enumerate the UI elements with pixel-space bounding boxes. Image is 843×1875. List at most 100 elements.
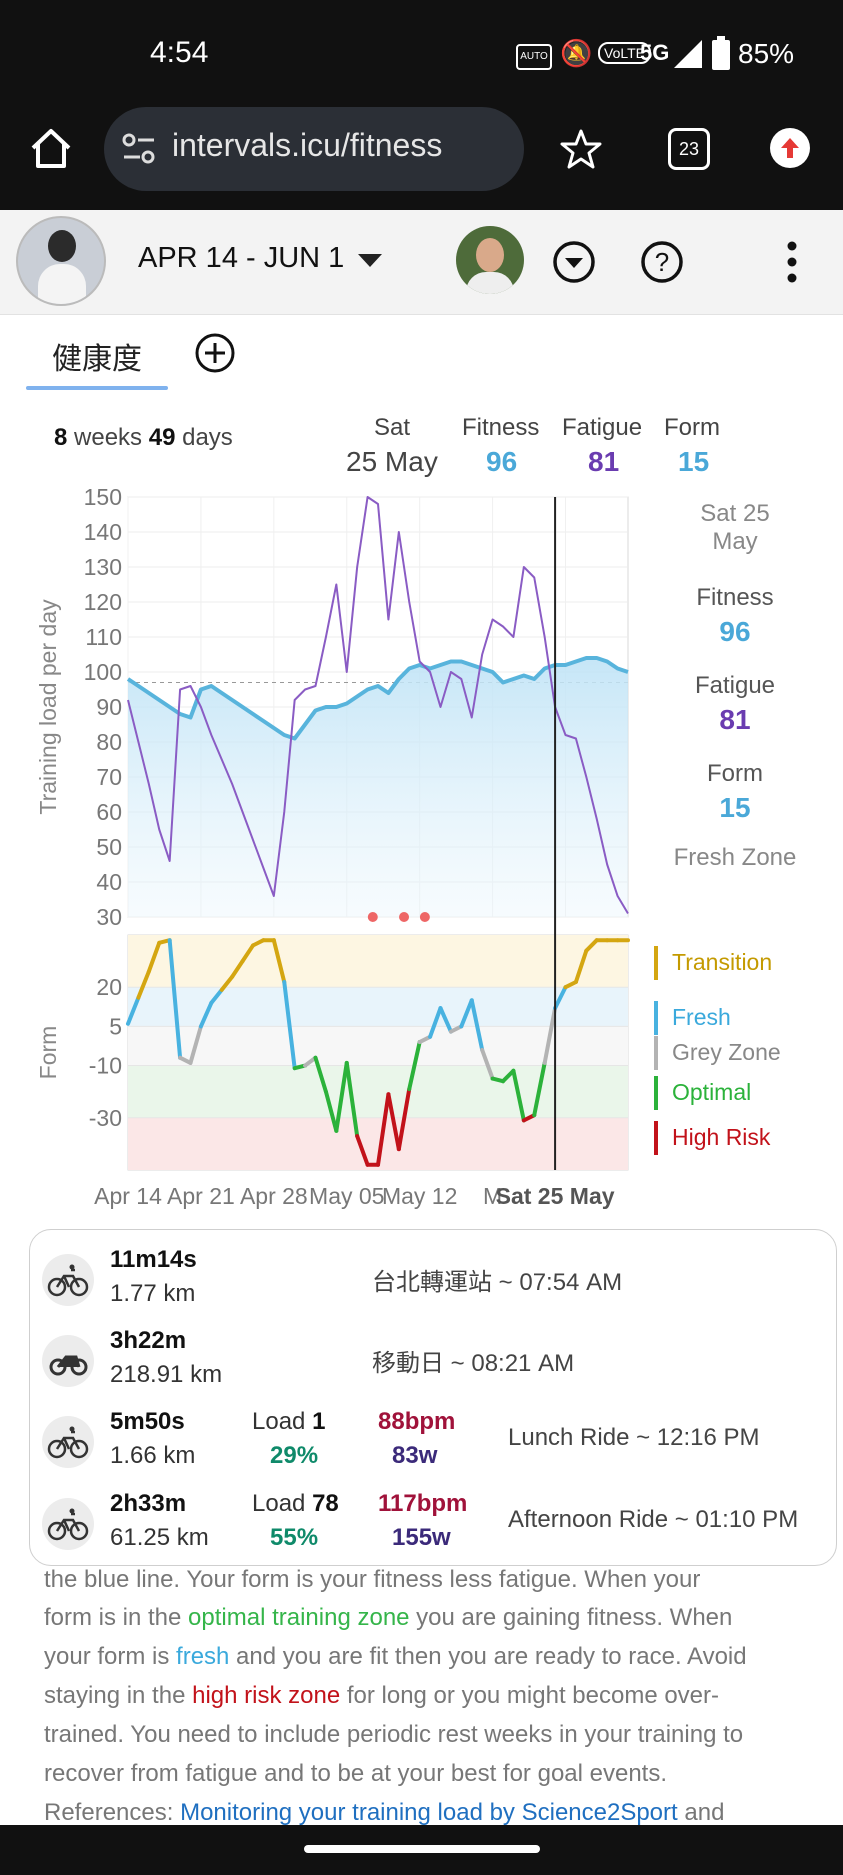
activity-name[interactable]: 台北轉運站 ~ 07:54 AM (372, 1269, 623, 1296)
form-seg-20 (334, 1060, 349, 1133)
form-seg-30 (438, 1006, 453, 1034)
date-range-dropdown-icon[interactable] (358, 254, 382, 268)
summary-day: Sat (374, 414, 411, 441)
athlete-avatar[interactable] (456, 226, 524, 294)
x-tick-1: Apr 21 (167, 1183, 235, 1209)
form-seg-32 (459, 998, 474, 1029)
date-range[interactable]: APR 14 - JUN 1 (138, 242, 345, 274)
activity-name[interactable]: Afternoon Ride ~ 01:10 PM (508, 1506, 799, 1533)
star-icon[interactable] (560, 128, 602, 170)
y-tick-70: 70 (96, 764, 122, 790)
more-vert-icon[interactable] (782, 240, 802, 284)
x-tick-2: Apr 28 (240, 1183, 308, 1209)
form-y-tick-5: 5 (109, 1013, 122, 1039)
form-seg-34 (480, 1047, 495, 1081)
science2sport-link[interactable]: Monitoring your training load by Science… (180, 1799, 678, 1826)
summary-fatigue-label: Fatigue (562, 414, 643, 441)
desc-l7a: References: (44, 1799, 181, 1826)
update-button[interactable] (770, 128, 810, 168)
side-fitness-value: 96 (719, 616, 751, 647)
form-seg-39 (532, 1060, 547, 1118)
desc-l2c: you are gaining fitness. When (409, 1604, 733, 1631)
form-seg-14 (271, 938, 287, 984)
y-axis-label: Training load per day (35, 599, 61, 815)
y-tick-80: 80 (96, 729, 122, 755)
form-seg-33 (469, 998, 485, 1052)
side-zone: Fresh Zone (673, 844, 797, 871)
form-y-tick-20: 20 (96, 974, 122, 1000)
legend-swatch-1 (654, 1001, 658, 1035)
form-seg-7 (198, 1000, 214, 1029)
form-seg-4 (167, 938, 183, 1060)
auto-hz-icon: AUTO (516, 44, 552, 70)
activity-intensity: 29% (270, 1442, 319, 1469)
svg-text:?: ? (655, 247, 669, 277)
load-label: Load (252, 1490, 313, 1517)
form-seg-8 (209, 987, 224, 1005)
url-text[interactable]: intervals.icu/fitness (172, 127, 443, 163)
activity-row[interactable]: 2h33m 61.25 km Load 78 55% 117bpm 155w Afterno… (30, 1484, 836, 1564)
desc-l2a: form is in the (44, 1604, 189, 1631)
chevron-down-circle-icon[interactable] (552, 240, 596, 284)
form-seg-41 (553, 985, 568, 1011)
tab-active-indicator (26, 386, 168, 390)
add-tab-icon[interactable] (194, 332, 236, 374)
motorbike-icon (42, 1335, 94, 1387)
x-tick-4: May 12 (382, 1183, 457, 1209)
form-y-tick--30: -30 (89, 1105, 122, 1131)
activity-row[interactable]: 3h22m 218.91 km 移動日 ~ 08:21 AM (30, 1321, 836, 1401)
optimal-zone-link[interactable]: optimal training zone (188, 1604, 410, 1631)
description-l7: References: Monitoring your training loa… (44, 1793, 804, 1832)
battery-icon (712, 36, 730, 70)
zone-optimal-band (128, 1065, 628, 1118)
user-avatar[interactable] (16, 216, 106, 306)
summary-fitness-value: 96 (486, 446, 518, 477)
summary-fatigue-value: 81 (588, 446, 620, 477)
y-tick-40: 40 (96, 869, 122, 895)
activity-distance: 1.66 km (110, 1442, 196, 1469)
activity-row[interactable]: 11m14s 1.77 km 台北轉運站 ~ 07:54 AM (30, 1240, 836, 1320)
address-bar[interactable]: intervals.icu/fitness (104, 107, 524, 191)
fitness-chart[interactable]: 150 140 130 120 110 100 90 80 70 60 50 40 30 Training… (0, 480, 843, 1220)
status-time: 4:54 (150, 36, 209, 69)
form-seg-2 (146, 940, 162, 974)
help-icon[interactable]: ? (640, 240, 684, 284)
home-gesture-bar[interactable] (304, 1845, 540, 1853)
form-seg-15 (282, 980, 297, 1071)
tabs-button[interactable]: 23 (668, 128, 710, 170)
side-fitness-label: Fitness (696, 584, 774, 611)
activity-distance: 61.25 km (110, 1524, 209, 1551)
home-icon[interactable] (28, 126, 74, 172)
site-settings-icon[interactable] (122, 133, 156, 165)
cursor-date-label: Sat 25 May (496, 1183, 615, 1209)
x-tick-0: Apr 14 (94, 1183, 162, 1209)
activity-row[interactable]: 5m50s 1.66 km Load 1 29% 88bpm 83w Lunch Ride … (30, 1402, 836, 1482)
y-tick-130: 130 (84, 554, 122, 580)
y-tick-140: 140 (84, 519, 122, 545)
bicycle-icon (42, 1254, 94, 1306)
activity-duration: 3h22m (110, 1327, 187, 1354)
form-seg-0 (126, 995, 141, 1026)
tab-fitness[interactable]: 健康度 (52, 343, 142, 376)
activity-duration: 2h33m (110, 1490, 187, 1517)
form-seg-18 (313, 1055, 328, 1094)
side-date-line2: May (712, 528, 758, 555)
fresh-link[interactable]: fresh (176, 1643, 230, 1670)
side-date-line1: Sat 25 (700, 500, 770, 527)
high-risk-link[interactable]: high risk zone (192, 1682, 341, 1709)
activity-name[interactable]: 移動日 ~ 08:21 AM (372, 1350, 575, 1377)
upload-arrow-icon (781, 138, 799, 158)
form-seg-19 (323, 1089, 339, 1133)
form-seg-1 (136, 969, 151, 1000)
legend-swatch-3 (654, 1076, 658, 1110)
y-tick-60: 60 (96, 799, 122, 825)
form-seg-43 (573, 948, 589, 984)
description-l6: recover from fatigue and to be at your b… (44, 1760, 668, 1787)
bicycle-icon (42, 1416, 94, 1468)
activity-name[interactable]: Lunch Ride ~ 12:16 PM (508, 1424, 760, 1451)
summary-form-value: 15 (678, 446, 710, 477)
weeks-label: weeks (74, 424, 143, 451)
zone-grey-band (128, 1026, 628, 1066)
form-seg-22 (355, 1134, 370, 1167)
load-value: 78 (312, 1490, 339, 1517)
